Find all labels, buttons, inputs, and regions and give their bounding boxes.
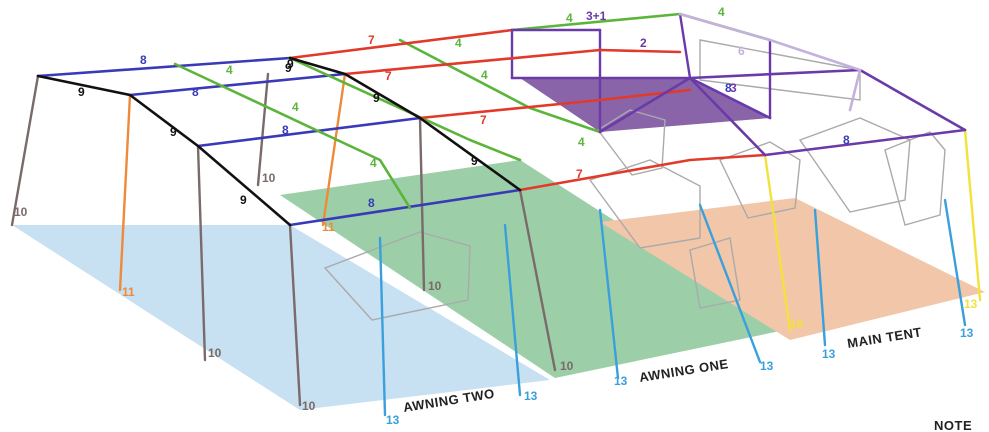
leg-purple-3 (678, 12, 692, 80)
pole-red-3 (418, 88, 692, 120)
note-label: NOTE (934, 418, 972, 432)
label-9: 9 (170, 125, 177, 139)
label-8: 8 (192, 85, 199, 99)
pole-purple-main-3 (763, 128, 967, 157)
zone-label-main-tent: MAIN TENT (846, 324, 923, 351)
label-9: 9 (471, 154, 478, 168)
pole-red-2 (343, 48, 682, 76)
label-8: 8 (843, 133, 850, 147)
label-4: 4 (370, 156, 377, 170)
label-8: 8 (140, 53, 147, 67)
pole-green-1 (173, 62, 412, 210)
leg-grey-3 (256, 72, 270, 187)
label-9: 9 (373, 91, 380, 105)
pole-purple-upper (510, 28, 692, 80)
label-4: 4 (566, 11, 573, 25)
leg-cyan-6 (943, 198, 967, 327)
awning-two-floor (12, 225, 550, 410)
leg-grey-1 (10, 74, 40, 227)
label-11: 11 (122, 285, 135, 299)
label-6: 6 (738, 44, 745, 58)
label-7: 7 (480, 113, 487, 127)
leg-cyan-1 (378, 236, 387, 417)
label-9: 9 (285, 61, 292, 75)
label-3: 3 (730, 81, 737, 95)
pole-lavender-2 (848, 68, 862, 112)
label-8: 8 (368, 196, 375, 210)
pole-purple-main-1 (688, 76, 767, 157)
label-7: 7 (385, 69, 392, 83)
pole-red-4 (518, 153, 767, 192)
vertical-legs (10, 12, 982, 417)
leg-orange-2 (321, 72, 347, 227)
awning-one-floor (280, 160, 785, 378)
zone-label-awning-one: AWNING ONE (638, 356, 729, 385)
pole-black-arch-1 (36, 74, 292, 227)
label-9: 9 (287, 57, 294, 71)
label-7: 7 (368, 33, 375, 47)
leg-yellow-1 (763, 153, 792, 332)
label-10: 10 (14, 205, 28, 219)
label-3-plus-1: 3+1 (586, 9, 607, 23)
label-2: 2 (640, 36, 647, 50)
label-10: 10 (428, 279, 442, 293)
pole-green-2 (288, 56, 522, 162)
pole-blue-mid2 (196, 116, 422, 148)
leg-cyan-5 (813, 208, 827, 347)
leg-cyan-2 (503, 223, 522, 397)
label-4: 4 (226, 63, 233, 77)
label-4: 4 (292, 100, 299, 114)
label-10: 10 (302, 399, 316, 413)
leg-cyan-3 (598, 208, 620, 380)
label-8: 8 (282, 123, 289, 137)
leg-grey-2 (196, 144, 207, 362)
label-13: 13 (964, 297, 978, 311)
label-13: 13 (760, 359, 774, 373)
label-7: 7 (576, 167, 583, 181)
label-10: 10 (560, 359, 574, 373)
pole-blue-top (36, 56, 292, 78)
label-10: 10 (262, 171, 276, 185)
leg-yellow-2 (963, 128, 982, 302)
pole-blue-mid1 (128, 72, 347, 97)
leg-grey-6 (518, 188, 557, 372)
label-13: 13 (386, 413, 400, 427)
label-8: 8 (725, 81, 732, 95)
label-4: 4 (718, 5, 725, 19)
label-11: 11 (322, 220, 335, 234)
label-13: 13 (822, 347, 836, 361)
leg-grey-4 (288, 223, 302, 407)
leg-cyan-4 (698, 203, 762, 364)
label-4: 4 (578, 135, 585, 149)
pole-red-1 (288, 28, 514, 60)
label-10: 10 (790, 317, 804, 331)
label-4: 4 (481, 68, 488, 82)
label-4: 4 (455, 36, 462, 50)
pole-lavender-1 (678, 12, 862, 72)
pole-purple-main-4 (598, 76, 772, 134)
roof-poles (36, 12, 967, 227)
pole-blue-front (288, 188, 522, 227)
pole-black-arch-2 (288, 56, 522, 192)
main-tent-floor (600, 198, 985, 340)
leg-orange-1 (118, 93, 132, 292)
label-13: 13 (614, 374, 628, 388)
label-9: 9 (240, 193, 247, 207)
label-9: 9 (78, 85, 85, 99)
label-13: 13 (524, 389, 538, 403)
label-10: 10 (208, 346, 222, 360)
pole-number-labels: 8 8 8 8 8 8 4 4 4 4 4 4 4 4 7 7 7 7 9 9 … (14, 5, 978, 427)
label-13: 13 (960, 326, 974, 340)
